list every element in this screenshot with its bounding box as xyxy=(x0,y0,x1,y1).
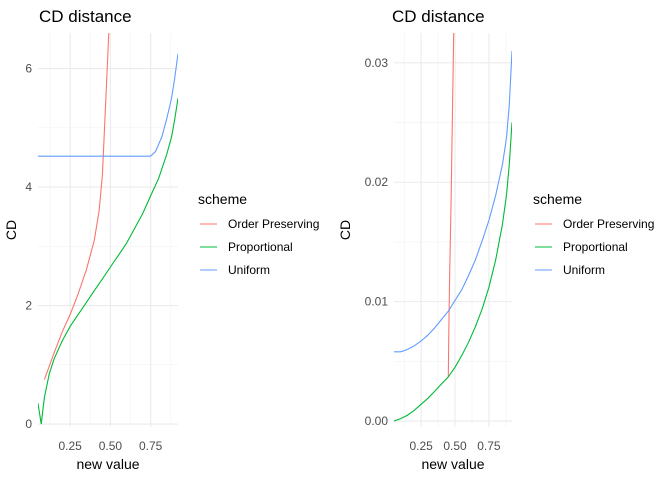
x-tick-label: 0.25 xyxy=(409,439,433,453)
chart-panel-2: 0.00 0.01 0.02 0.03 0.25 0.50 0.75 CD distance n… xyxy=(337,7,654,472)
chart-title: CD distance xyxy=(392,7,485,26)
y-axis-title: CD xyxy=(337,220,353,240)
x-tick-label: 0.75 xyxy=(139,439,163,453)
legend: scheme Order Preserving Proportional Unifor… xyxy=(533,191,654,277)
x-tick-label: 0.25 xyxy=(59,439,83,453)
legend-label: Uniform xyxy=(228,263,270,277)
y-tick-label: 0.00 xyxy=(365,414,389,428)
x-tick-label: 0.50 xyxy=(443,439,467,453)
legend-label: Proportional xyxy=(228,240,293,254)
series-line-order-preserving xyxy=(447,32,455,377)
y-tick-label: 6 xyxy=(25,62,32,76)
chart-panel-1: 0 2 4 6 0.25 0.50 0.75 CD distance new value CD sc… xyxy=(3,7,319,472)
series-line-proportional xyxy=(38,98,178,425)
legend-title: scheme xyxy=(198,191,247,207)
y-tick-label: 0.02 xyxy=(365,175,389,189)
legend-label: Proportional xyxy=(563,240,628,254)
legend: scheme Order Preserving Proportional Unifor… xyxy=(198,191,319,277)
legend-label: Order Preserving xyxy=(563,217,654,231)
x-tick-label: 0.50 xyxy=(99,439,123,453)
series-line-uniform xyxy=(394,50,512,353)
y-tick-label: 0.03 xyxy=(365,56,389,70)
x-tick-label: 0.75 xyxy=(477,439,501,453)
legend-label: Uniform xyxy=(563,263,605,277)
series-lines xyxy=(38,32,178,425)
grid xyxy=(38,33,178,427)
y-axis-title: CD xyxy=(3,220,19,240)
y-tick-label: 2 xyxy=(25,299,32,313)
chart-title: CD distance xyxy=(39,7,132,26)
series-line-proportional xyxy=(394,122,512,422)
y-tick-label: 0.01 xyxy=(365,295,389,309)
series-lines xyxy=(394,32,512,422)
series-line-uniform xyxy=(38,53,178,157)
y-tick-label: 0 xyxy=(25,417,32,431)
x-axis-title: new value xyxy=(421,456,484,472)
legend-label: Order Preserving xyxy=(228,217,319,231)
legend-title: scheme xyxy=(533,191,582,207)
series-line-order-preserving xyxy=(43,32,110,380)
y-tick-label: 4 xyxy=(25,180,32,194)
grid xyxy=(394,33,512,427)
x-axis-title: new value xyxy=(76,456,139,472)
